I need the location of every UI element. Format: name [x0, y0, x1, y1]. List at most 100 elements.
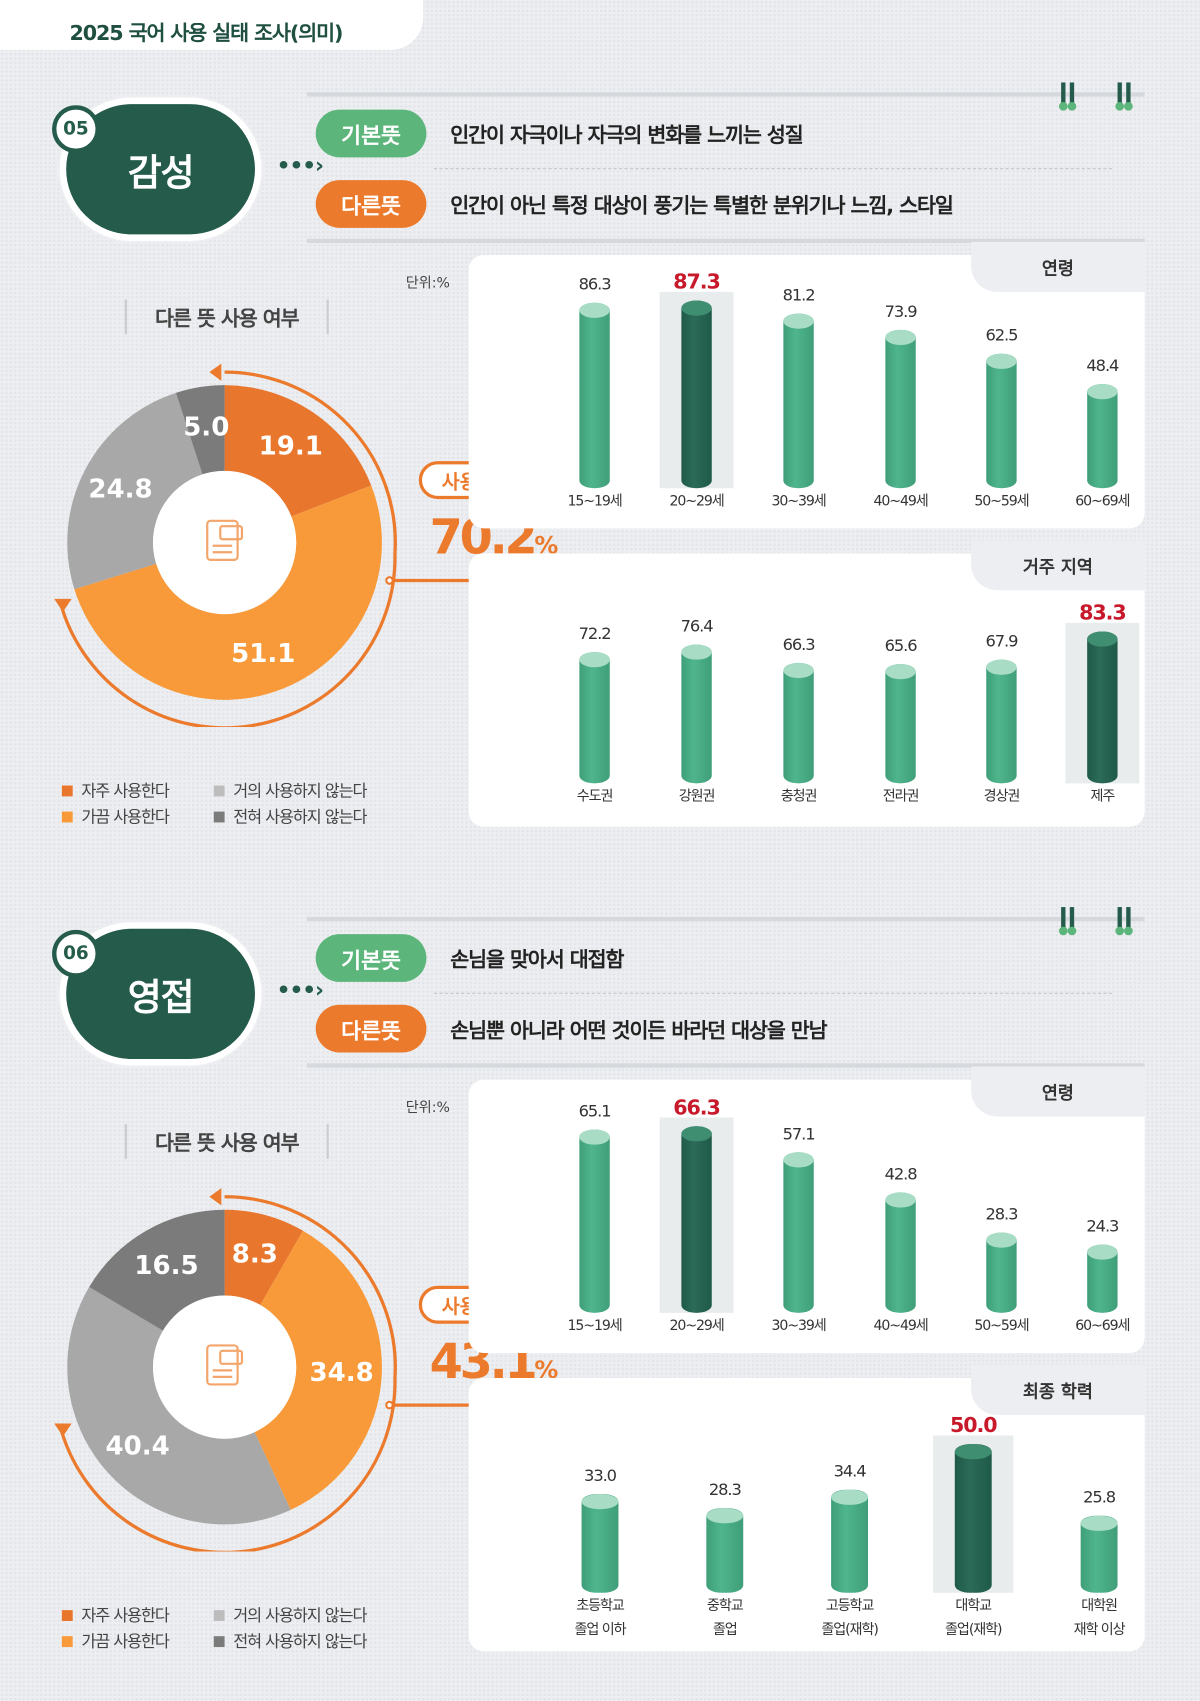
bar	[579, 302, 610, 489]
bar-value-label: 66.3	[782, 634, 816, 654]
bar-cap	[579, 651, 610, 667]
bar-category-label: 전라권	[882, 788, 920, 806]
unit-label: 단위:%	[405, 1100, 450, 1117]
bar-category-label: 40~49세	[873, 1318, 928, 1335]
bar-category-label: 60~69세	[1075, 1318, 1130, 1335]
bar-cap	[986, 353, 1017, 370]
bar-cap	[954, 1443, 992, 1459]
bar	[579, 651, 610, 784]
legend-sometimes: 가끔 사용한다	[81, 1631, 170, 1652]
bar-value-label: 72.2	[578, 623, 612, 644]
bar-cap	[831, 1490, 868, 1506]
donut-center	[152, 470, 297, 615]
title-tab	[0, 0, 424, 50]
pin-icon	[1058, 82, 1068, 111]
donut-slice-never	[175, 385, 225, 475]
bar	[954, 1443, 992, 1593]
donut-slice-frequent	[224, 1209, 303, 1306]
second-chart-card: 거주 지역 72.2 수도권 76.4 강원권 66.3 충청권 65.6 전라권 67.9 경상…	[468, 540, 1145, 827]
bar-value-label: 57.1	[782, 1123, 816, 1144]
bar-value-label: 34.4	[833, 1461, 867, 1482]
bar-category-label: 60~69세	[1075, 493, 1130, 510]
bar-category-label: 30~39세	[771, 493, 826, 510]
legend-rarely: 거의 사용하지 않는다	[233, 1605, 367, 1626]
arc-arrowhead-icon	[209, 1188, 222, 1206]
bar-cap	[579, 302, 610, 319]
bar-value-label: 76.4	[680, 615, 714, 636]
bar-category-label: 대학교 졸업(재학)	[945, 1598, 1002, 1639]
bar-cap	[579, 1129, 610, 1145]
bar	[581, 1494, 619, 1593]
bar-category-label: 충청권	[780, 788, 818, 806]
bar-value-label: 66.3	[673, 1095, 721, 1120]
bar	[783, 662, 814, 784]
age-chart-card: 연령 86.3 15~19세 87.3 20~29세 81.2 30~39세 73.9 40~…	[468, 241, 1145, 529]
bar-cap	[1087, 384, 1118, 400]
arc-arrowhead-icon	[54, 598, 72, 612]
bar	[986, 353, 1017, 489]
bar-value-label: 65.1	[578, 1100, 612, 1121]
bar-category-label: 20~29세	[669, 1318, 724, 1335]
bar-value-label: 42.8	[884, 1163, 918, 1184]
donut-label-frequent: 8.3	[232, 1240, 278, 1270]
donut-slice-never	[89, 1209, 225, 1331]
bar-cap	[986, 1233, 1017, 1249]
second-chart-title: 최종 학력	[971, 1364, 1145, 1415]
bar-category-label: 수도권	[576, 788, 614, 806]
legend-row: 자주 사용한다 거의 사용하지 않는다	[61, 779, 368, 802]
bar-value-label: 50.0	[949, 1413, 998, 1438]
bar-cap	[681, 1125, 712, 1141]
bar-category-label: 40~49세	[873, 493, 928, 510]
word-number: 06	[52, 929, 100, 978]
bar	[1087, 384, 1118, 489]
basic-meaning-text: 손님을 맞아서 대접함	[450, 948, 624, 973]
bar	[1087, 631, 1118, 784]
bar	[831, 1490, 868, 1593]
bar-cap	[885, 1192, 916, 1208]
bar-value-label: 24.3	[1086, 1216, 1119, 1236]
legend-swatch-frequent	[61, 784, 73, 796]
legend-swatch-never	[213, 1635, 225, 1647]
percent-sign: %	[534, 532, 559, 560]
pin-icon	[1067, 82, 1077, 111]
bottom-divider	[307, 238, 1145, 244]
bar-cap	[1087, 631, 1118, 647]
legend-frequent: 자주 사용한다	[81, 781, 170, 801]
top-divider	[307, 92, 1145, 97]
donut-slice-frequent	[224, 385, 372, 517]
donut-slice-sometimes	[74, 485, 382, 700]
bar-cap	[783, 1151, 814, 1167]
donut-slice-sometimes	[254, 1230, 382, 1510]
bottom-divider	[307, 1063, 1145, 1068]
pin-icon	[1067, 907, 1077, 936]
bar-category-label: 초등학교 졸업 이하	[574, 1598, 627, 1639]
bar	[783, 1151, 814, 1313]
age-chart-card: 연령 65.1 15~19세 66.3 20~29세 57.1 30~39세 42.8 40~…	[468, 1066, 1145, 1353]
bar	[885, 1192, 916, 1313]
bar	[579, 1129, 610, 1313]
legend-row: 가끔 사용한다 전혀 사용하지 않는다	[61, 1630, 368, 1653]
percent-sign: %	[534, 1357, 559, 1385]
legend-frequent: 자주 사용한다	[81, 1605, 170, 1626]
donut-slice-rarely	[67, 1287, 291, 1525]
bar-cap	[706, 1508, 744, 1524]
legend-swatch-sometimes	[61, 1635, 73, 1647]
word-section-05: 감성 05 •••› 기본뜻 인간이 자극이나 자극의 변화를 느끼는 성질 다…	[0, 0, 1200, 827]
top-divider	[307, 916, 1145, 922]
bar	[681, 1125, 712, 1313]
bar-category-label: 중학교 졸업	[706, 1598, 744, 1639]
donut-label-sometimes: 51.1	[231, 639, 295, 669]
usage-title: 다른 뜻 사용 여부	[124, 299, 329, 335]
legend-swatch-never	[213, 811, 225, 822]
legend-swatch-rarely	[213, 784, 225, 796]
second-chart-card: 최종 학력 33.0 초등학교 졸업 이하 28.3 중학교 졸업 34.4 고등학교 졸…	[468, 1364, 1145, 1652]
bar	[681, 300, 712, 489]
bar	[986, 1233, 1017, 1313]
pin-icon	[1115, 907, 1125, 936]
bar-value-label: 28.3	[985, 1204, 1019, 1225]
bar	[783, 313, 814, 489]
pin-icon	[1124, 82, 1133, 111]
bar-value-label: 87.3	[673, 270, 721, 295]
usage-donut-chart: 8.3 34.8 40.4 16.5	[54, 1188, 397, 1552]
donut-slice-rarely	[67, 392, 203, 590]
